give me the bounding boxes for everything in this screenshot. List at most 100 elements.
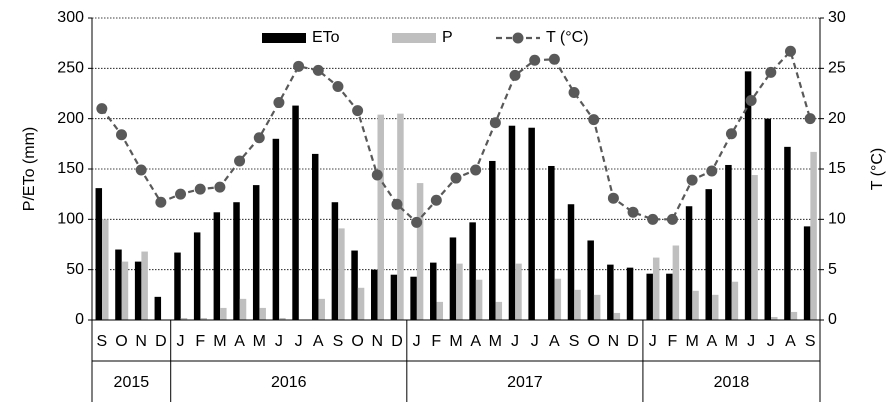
- bar: [141, 251, 148, 320]
- x-tick-label: N: [608, 333, 620, 350]
- bar: [508, 125, 516, 320]
- bar: [220, 307, 227, 320]
- y2-tick-label: 0: [828, 311, 837, 328]
- x-tick-label: N: [135, 333, 147, 350]
- bar: [692, 290, 699, 320]
- x-tick-label: D: [627, 333, 639, 350]
- bar: [416, 183, 424, 320]
- y2-tick-label: 15: [828, 160, 846, 177]
- x-tick-label: S: [333, 333, 344, 350]
- x-tick-label: A: [234, 333, 245, 350]
- bar: [390, 274, 398, 320]
- bar: [95, 188, 103, 320]
- marker: [332, 80, 344, 92]
- bar: [725, 164, 732, 320]
- x-tick-label: A: [470, 333, 481, 350]
- marker: [784, 45, 796, 57]
- x-tick-label: J: [511, 333, 519, 350]
- bar: [134, 261, 142, 320]
- marker: [607, 192, 619, 204]
- x-tick-label: J: [275, 333, 283, 350]
- legend-swatch: [392, 33, 436, 43]
- legend-label: P: [442, 29, 453, 46]
- bar: [731, 281, 739, 320]
- marker: [568, 86, 580, 98]
- bar: [239, 298, 247, 320]
- marker: [588, 114, 600, 126]
- bar: [771, 316, 778, 320]
- marker: [312, 64, 324, 76]
- line: [100, 49, 812, 224]
- legend-label: T (°C): [546, 29, 589, 46]
- bar: [803, 226, 811, 320]
- bar: [121, 261, 129, 320]
- bar: [475, 279, 483, 320]
- bar: [574, 289, 581, 320]
- x-tick-label: S: [97, 333, 108, 350]
- bar: [456, 263, 463, 320]
- bar: [744, 71, 752, 320]
- bar: [626, 267, 634, 320]
- marker: [529, 54, 541, 66]
- marker: [371, 169, 383, 181]
- bar: [711, 294, 719, 320]
- bar: [213, 212, 221, 320]
- bar: [259, 307, 266, 320]
- marker: [765, 66, 777, 78]
- marker: [725, 128, 737, 140]
- bar: [764, 118, 772, 321]
- bar: [790, 311, 798, 320]
- x-tick-label: F: [195, 333, 205, 350]
- bar: [357, 287, 365, 320]
- marker: [430, 194, 442, 206]
- y2-tick-label: 10: [828, 211, 846, 228]
- bar: [607, 264, 614, 320]
- bar: [193, 232, 201, 320]
- x-tick-label: M: [449, 333, 462, 350]
- bar: [115, 249, 122, 320]
- group-label: 2015: [114, 374, 150, 391]
- y2-tick-label: 5: [828, 261, 837, 278]
- x-tick-label: J: [747, 333, 755, 350]
- bar: [685, 206, 693, 320]
- x-tick-label: J: [177, 333, 185, 350]
- y2-tick-label: 25: [828, 60, 846, 77]
- x-tick-label: F: [431, 333, 441, 350]
- marker: [411, 216, 423, 228]
- bar: [528, 127, 535, 320]
- marker: [627, 206, 639, 218]
- x-tick-label: D: [155, 333, 167, 350]
- bar: [410, 276, 417, 320]
- marker: [666, 213, 678, 225]
- marker: [234, 155, 246, 167]
- marker: [175, 188, 187, 200]
- marker: [391, 198, 403, 210]
- bar: [652, 257, 660, 320]
- x-tick-label: D: [391, 333, 403, 350]
- x-tick-label: J: [649, 333, 657, 350]
- y2-tick-label: 20: [828, 110, 846, 127]
- marker: [135, 164, 147, 176]
- y2-axis-label: T (°C): [869, 148, 886, 191]
- bar: [331, 202, 339, 320]
- x-tick-label: N: [372, 333, 384, 350]
- bar: [397, 113, 404, 320]
- bar: [449, 237, 457, 320]
- bar: [751, 175, 758, 320]
- y-tick-label: 50: [66, 261, 84, 278]
- bar: [180, 317, 188, 320]
- bar: [613, 312, 621, 320]
- bar: [666, 273, 673, 320]
- legend-swatch: [262, 33, 306, 43]
- x-tick-label: O: [351, 333, 363, 350]
- group-label: 2016: [271, 374, 307, 391]
- marker: [116, 129, 128, 141]
- x-tick-label: O: [115, 333, 127, 350]
- x-tick-label: A: [549, 333, 560, 350]
- bar: [705, 189, 712, 320]
- group-label: 2018: [714, 374, 750, 391]
- x-tick-label: S: [569, 333, 580, 350]
- bar: [430, 262, 437, 320]
- bar: [489, 160, 496, 320]
- bar: [102, 219, 109, 320]
